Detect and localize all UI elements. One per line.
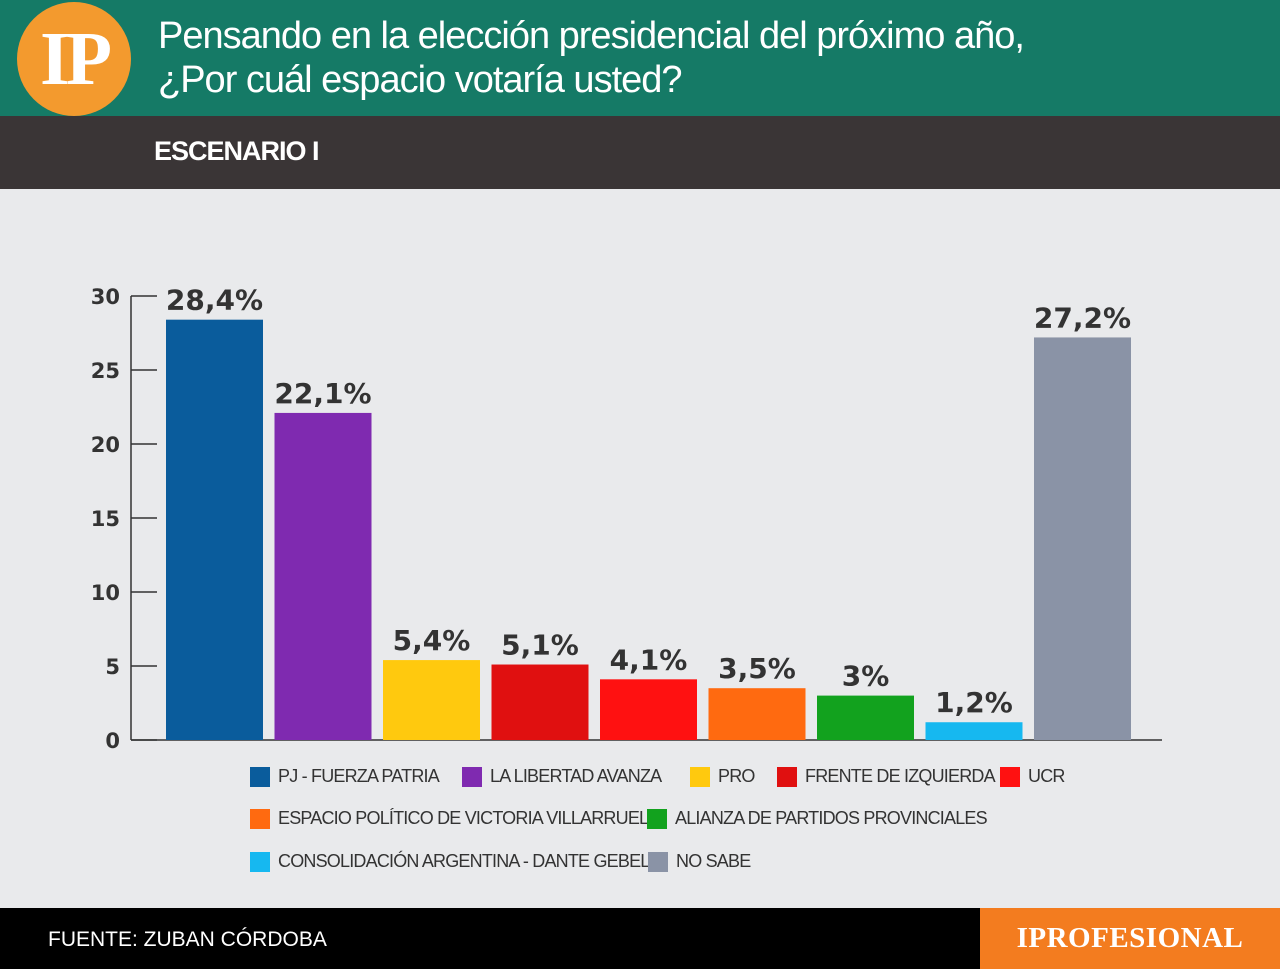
bar — [383, 660, 480, 740]
legend-label: ALIANZA DE PARTIDOS PROVINCIALES — [675, 808, 988, 828]
data-label: 5,1% — [501, 629, 579, 662]
legend-item: PRO — [690, 766, 755, 787]
data-label: 22,1% — [274, 377, 371, 410]
y-tick-label: 5 — [105, 655, 120, 679]
data-label: 27,2% — [1034, 301, 1131, 334]
data-label: 5,4% — [393, 624, 471, 657]
legend-item: NO SABE — [648, 851, 751, 872]
legend-label: PRO — [718, 766, 755, 786]
data-label: 28,4% — [166, 284, 263, 317]
bar-chart: 0 5 10 15 20 25 30 28,4% 22,1% 5,4% 5,1% 4,1% 3,5% 3%… — [91, 284, 1162, 753]
title-line-2: ¿Por cuál espacio votaría usted? — [158, 59, 683, 101]
legend-item: UCR — [1000, 766, 1065, 787]
bar — [600, 679, 697, 740]
bar — [817, 695, 914, 740]
y-tick-label: 10 — [91, 581, 120, 605]
legend-swatch — [648, 851, 668, 872]
bar — [274, 412, 372, 740]
legend-swatch — [250, 808, 270, 829]
title-line-1: Pensando en la elección presidencial del… — [158, 15, 1025, 57]
data-label: 1,2% — [935, 686, 1013, 719]
y-tick-label: 15 — [91, 507, 120, 531]
scenario-label: ESCENARIO I — [154, 136, 320, 166]
data-label: 3,5% — [718, 652, 796, 685]
bar — [925, 722, 1023, 740]
legend-swatch — [1000, 766, 1020, 787]
bar — [1034, 337, 1131, 740]
chart-title: Pensando en la elección presidencial del… — [158, 14, 1158, 102]
legend-label: PJ - FUERZA PATRIA — [278, 766, 440, 786]
y-tick-label: 20 — [91, 433, 120, 457]
legend-label: FRENTE DE IZQUIERDA — [805, 766, 996, 786]
y-tick-label: 25 — [91, 359, 120, 383]
legend-item: LA LIBERTAD AVANZA — [462, 766, 662, 787]
bar — [708, 688, 806, 740]
bar — [491, 664, 589, 740]
legend-label: ESPACIO POLÍTICO DE VICTORIA VILLARRUEL — [278, 808, 649, 828]
legend-swatch — [777, 766, 797, 787]
brand-logo: IPROFESIONAL — [980, 908, 1280, 969]
legend-item: ALIANZA DE PARTIDOS PROVINCIALES — [647, 808, 988, 829]
legend-item: FRENTE DE IZQUIERDA — [777, 766, 996, 787]
legend-item: PJ - FUERZA PATRIA — [250, 766, 440, 787]
legend-swatch — [250, 851, 270, 872]
legend-label: CONSOLIDACIÓN ARGENTINA - DANTE GEBEL — [278, 851, 650, 871]
legend-swatch — [647, 808, 667, 829]
legend-item: ESPACIO POLÍTICO DE VICTORIA VILLARRUEL — [250, 808, 649, 829]
ip-logo: IP — [17, 2, 131, 116]
legend-label: NO SABE — [676, 851, 751, 871]
y-tick-label: 30 — [91, 285, 120, 309]
scenario-bar: ESCENARIO I — [0, 116, 1280, 189]
legend-label: UCR — [1028, 766, 1065, 786]
footer-bar: FUENTE: ZUBAN CÓRDOBA IPROFESIONAL — [0, 908, 1280, 969]
legend-swatch — [250, 766, 270, 787]
legend-swatch — [690, 766, 710, 787]
bar — [166, 319, 263, 740]
source-note: FUENTE: ZUBAN CÓRDOBA — [48, 928, 327, 951]
legend-swatch — [462, 766, 482, 787]
y-tick-label: 0 — [105, 729, 120, 753]
legend-label: LA LIBERTAD AVANZA — [490, 766, 662, 786]
header-bar: IP Pensando en la elección presidencial … — [0, 0, 1280, 116]
data-label: 4,1% — [610, 643, 688, 676]
data-label: 3% — [842, 660, 890, 693]
legend-item: CONSOLIDACIÓN ARGENTINA - DANTE GEBEL — [250, 851, 650, 872]
